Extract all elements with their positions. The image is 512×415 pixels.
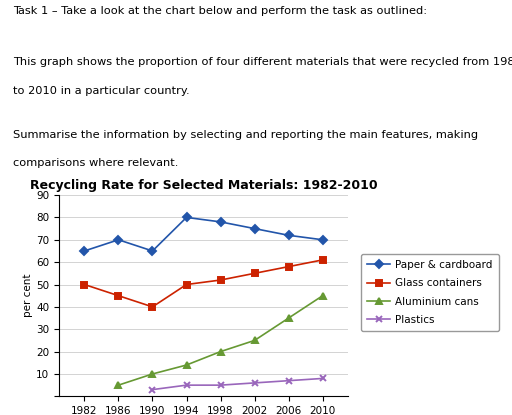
Paper & cardboard bbox=[319, 237, 326, 242]
Y-axis label: per cent: per cent bbox=[23, 274, 33, 317]
Aluminium cans bbox=[183, 363, 189, 368]
Plastics bbox=[218, 383, 224, 388]
Glass containers bbox=[218, 278, 224, 283]
Aluminium cans bbox=[286, 315, 292, 320]
Aluminium cans bbox=[218, 349, 224, 354]
Aluminium cans bbox=[115, 383, 121, 388]
Glass containers bbox=[286, 264, 292, 269]
Plastics bbox=[183, 383, 189, 388]
Plastics bbox=[251, 381, 258, 386]
Glass containers bbox=[115, 293, 121, 298]
Title: Recycling Rate for Selected Materials: 1982-2010: Recycling Rate for Selected Materials: 1… bbox=[30, 180, 377, 193]
Glass containers bbox=[319, 257, 326, 262]
Plastics bbox=[286, 378, 292, 383]
Paper & cardboard bbox=[81, 249, 88, 254]
Aluminium cans bbox=[150, 371, 156, 376]
Aluminium cans bbox=[251, 338, 258, 343]
Glass containers bbox=[150, 304, 156, 309]
Text: Task 1 – Take a look at the chart below and perform the task as outlined:: Task 1 – Take a look at the chart below … bbox=[13, 6, 427, 16]
Glass containers bbox=[183, 282, 189, 287]
Glass containers bbox=[81, 282, 88, 287]
Glass containers bbox=[251, 271, 258, 276]
Line: Aluminium cans: Aluminium cans bbox=[115, 293, 326, 388]
Plastics bbox=[150, 387, 156, 392]
Text: comparisons where relevant.: comparisons where relevant. bbox=[13, 159, 178, 168]
Text: This graph shows the proportion of four different materials that were recycled f: This graph shows the proportion of four … bbox=[13, 57, 512, 67]
Line: Plastics: Plastics bbox=[150, 375, 326, 393]
Text: Summarise the information by selecting and reporting the main features, making: Summarise the information by selecting a… bbox=[13, 130, 478, 140]
Legend: Paper & cardboard, Glass containers, Aluminium cans, Plastics: Paper & cardboard, Glass containers, Alu… bbox=[361, 254, 499, 331]
Line: Glass containers: Glass containers bbox=[81, 257, 326, 310]
Plastics bbox=[319, 376, 326, 381]
Paper & cardboard bbox=[251, 226, 258, 231]
Aluminium cans bbox=[319, 293, 326, 298]
Paper & cardboard bbox=[218, 220, 224, 225]
Line: Paper & cardboard: Paper & cardboard bbox=[81, 214, 326, 254]
Paper & cardboard bbox=[115, 237, 121, 242]
Paper & cardboard bbox=[150, 249, 156, 254]
Paper & cardboard bbox=[286, 233, 292, 238]
Text: to 2010 in a particular country.: to 2010 in a particular country. bbox=[13, 86, 189, 96]
Paper & cardboard bbox=[183, 215, 189, 220]
